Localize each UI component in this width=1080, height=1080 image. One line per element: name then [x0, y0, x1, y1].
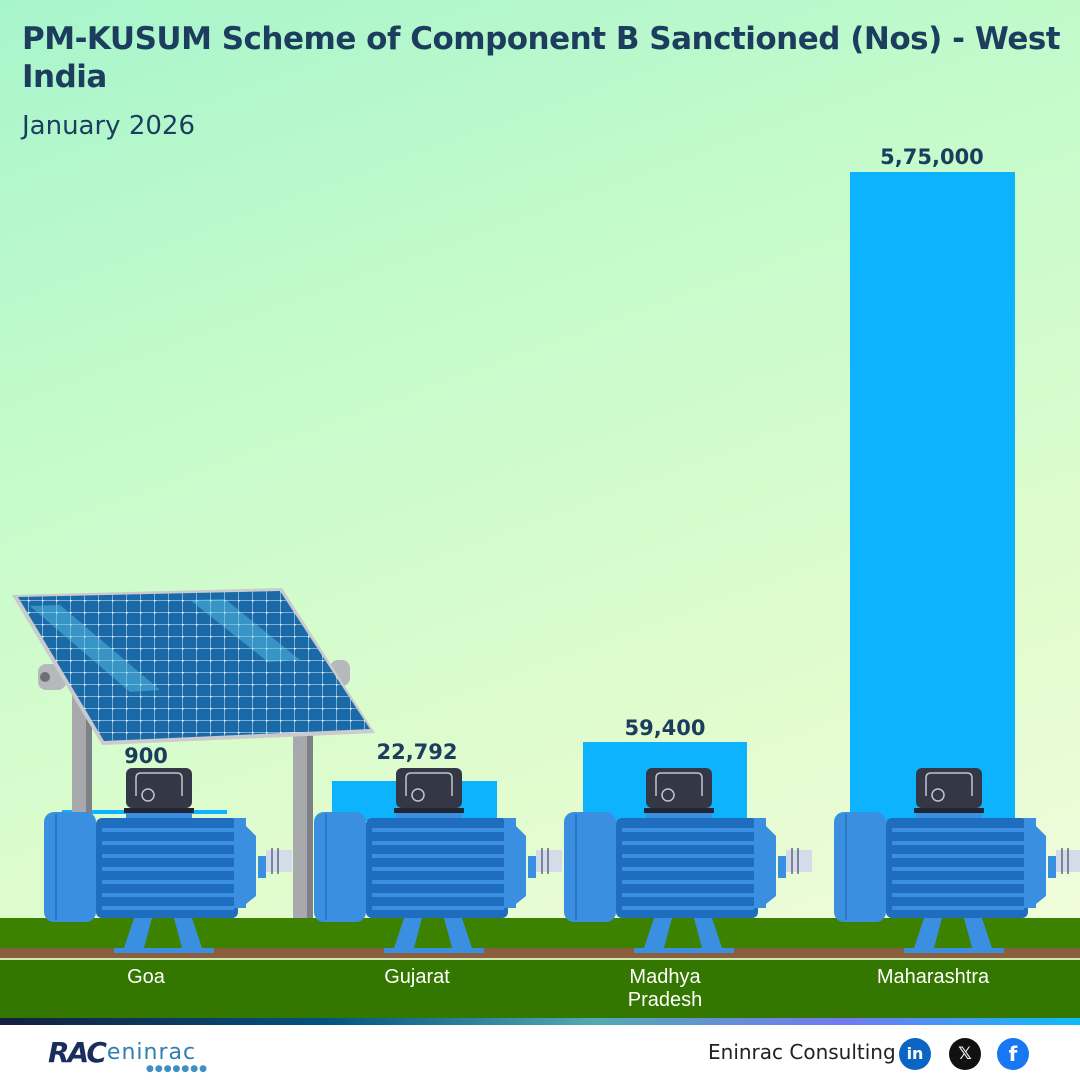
axis-line: [0, 958, 1080, 960]
logo-wordmark: eninrac: [106, 1040, 197, 1065]
footer-divider: [0, 1018, 1080, 1025]
value-label-gujarat: 22,792: [376, 740, 458, 764]
motor-icon-gujarat: [314, 768, 562, 953]
value-label-madhya-pradesh: 59,400: [624, 716, 706, 740]
x-axis-band: [0, 960, 1080, 1018]
value-label-goa: 900: [124, 744, 168, 768]
category-label-madhya-pradesh: Madhya Pradesh: [565, 966, 765, 1012]
motor-icon-madhya-pradesh: [564, 768, 812, 953]
chart-subtitle: January 2026: [22, 111, 195, 141]
value-label-maharashtra: 5,75,000: [880, 145, 984, 169]
category-label-line-1: Madhya: [629, 966, 701, 988]
category-label-gujarat: Gujarat: [384, 966, 450, 988]
category-label-goa: Goa: [127, 966, 165, 988]
motor-icon-maharashtra: [834, 768, 1080, 953]
logo-dots-icon: ●●●●●●●: [146, 1064, 208, 1074]
logo-mark: RAC: [48, 1036, 107, 1069]
eninrac-logo: RAC eninrac: [48, 1036, 196, 1069]
linkedin-icon[interactable]: in: [899, 1038, 931, 1070]
facebook-icon[interactable]: f: [997, 1038, 1029, 1070]
ground-soil: [0, 948, 1080, 958]
chart-title: PM-KUSUM Scheme of Component B Sanctione…: [22, 21, 1061, 95]
category-label-maharashtra: Maharashtra: [876, 966, 990, 988]
category-label-line-2: Pradesh: [627, 989, 703, 1011]
motor-icon-goa: [44, 768, 292, 953]
bar-maharashtra: [850, 172, 1015, 822]
brand-name: Eninrac Consulting: [708, 1040, 896, 1064]
motor-illustrations: [44, 768, 1080, 953]
chart-canvas: PM-KUSUM Scheme of Component B Sanctione…: [0, 0, 1080, 1020]
x-twitter-icon[interactable]: 𝕏: [949, 1038, 981, 1070]
